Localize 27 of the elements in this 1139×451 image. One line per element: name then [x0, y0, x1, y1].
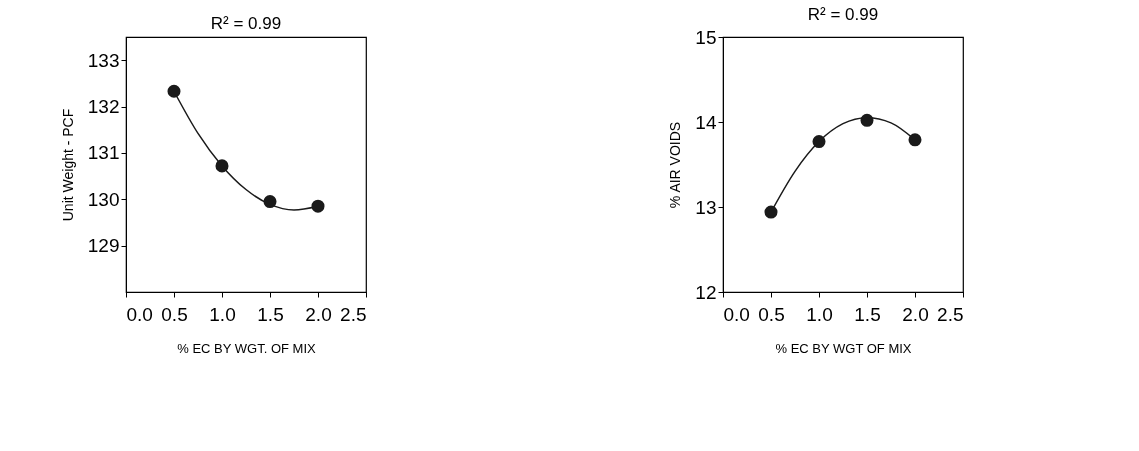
- x-tick-label: 1.5: [854, 303, 881, 325]
- y-tick-label: 131: [87, 142, 120, 164]
- x-tick-label: 2.5: [937, 303, 964, 325]
- chart-title: R² = 0.99: [807, 5, 879, 24]
- y-tick-label: 133: [87, 49, 120, 71]
- y-tick-label: 14: [695, 111, 717, 133]
- y-tick-label: 15: [695, 26, 717, 48]
- x-tick-label: 0.0: [126, 303, 153, 325]
- y-tick-label: 132: [87, 96, 120, 118]
- x-axis-title: % EC BY WGT. OF MIX: [177, 340, 317, 356]
- x-tick-label: 2.0: [305, 303, 332, 325]
- x-tick-label: 1.0: [209, 303, 236, 325]
- x-tick-label: 0.5: [161, 303, 188, 325]
- y-tick-label: 129: [87, 235, 120, 257]
- x-tick-label: 1.0: [806, 303, 833, 325]
- y-axis-title: % AIR VOIDS: [667, 121, 684, 209]
- x-tick-label: 0.0: [723, 303, 750, 325]
- chart-title: R² = 0.99: [210, 14, 282, 33]
- y-tick-label: 130: [87, 188, 120, 210]
- y-tick-label: 13: [695, 196, 717, 218]
- x-tick-label: 0.5: [758, 303, 785, 325]
- y-tick-label: 12: [695, 281, 717, 303]
- x-tick-label: 2.0: [902, 303, 929, 325]
- x-axis-title: % EC BY WGT OF MIX: [775, 340, 912, 356]
- y-axis-title: Unit Weight - PCF: [59, 108, 76, 222]
- x-tick-label: 1.5: [257, 303, 284, 325]
- x-tick-label: 2.5: [340, 303, 367, 325]
